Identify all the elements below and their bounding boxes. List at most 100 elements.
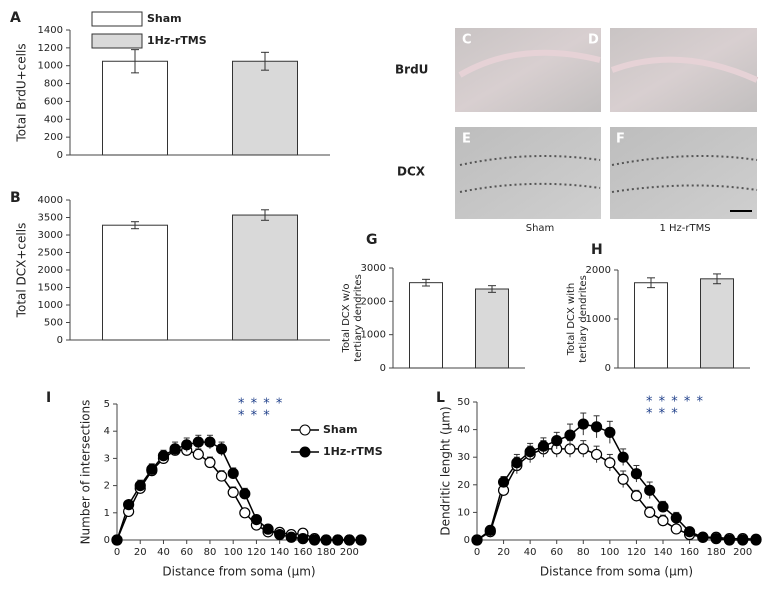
point (215, 470, 228, 482)
y-axis-label: Dendritic lenght (µm) (439, 406, 453, 535)
y-axis-label: tertiary dendrites (578, 275, 589, 363)
x-axis-label: Distance from soma (µm) (540, 565, 693, 579)
x-axis-label: Distance from soma (µm) (162, 565, 315, 579)
legend-swatch (91, 33, 143, 49)
legend-label: 1Hz-rTMS (323, 445, 383, 458)
point (617, 451, 629, 463)
x-tick-label: 80 (577, 547, 590, 558)
y-tick-label: 500 (44, 318, 63, 329)
y-tick-label: 1000 (361, 330, 386, 341)
point (192, 448, 204, 460)
cell-layer (611, 184, 758, 193)
y-tick-label: 5 (104, 399, 110, 410)
bar (102, 224, 168, 341)
significance: * * * * * (646, 395, 704, 410)
y-tick-label: 0 (605, 363, 611, 374)
point (577, 443, 589, 455)
y-tick-label: 0 (57, 335, 63, 346)
caption: Sham (526, 223, 555, 234)
y-tick-label: 800 (44, 79, 63, 90)
tissue-band (458, 49, 601, 78)
y-tick-label: 3 (104, 453, 110, 464)
panel-label: C (462, 33, 472, 48)
legend-marker (299, 424, 311, 436)
y-tick-label: 400 (44, 114, 63, 125)
panel-label: G (366, 232, 378, 248)
y-tick-label: 10 (457, 507, 470, 518)
bar (475, 288, 509, 369)
y-axis-label: Total DCX w/o (341, 284, 352, 354)
legend-label: 1Hz-rTMS (147, 34, 207, 47)
point (250, 513, 263, 526)
point (343, 534, 355, 546)
series-line (476, 423, 756, 541)
bar (232, 60, 298, 156)
y-tick-label: 600 (44, 96, 63, 107)
x-tick-label: 0 (114, 547, 120, 558)
point (697, 531, 709, 543)
x-tick-label: 100 (600, 547, 619, 558)
point (239, 488, 251, 500)
x-tick-label: 60 (550, 547, 563, 558)
y-tick-label: 1400 (38, 25, 63, 36)
point (332, 534, 344, 546)
point (670, 512, 682, 524)
point (604, 457, 616, 469)
panel-label: B (10, 190, 21, 206)
row-label: BrdU (395, 63, 428, 77)
micrograph (455, 127, 601, 219)
series-line (116, 441, 361, 541)
point (630, 468, 643, 480)
caption: 1 Hz-rTMS (659, 223, 710, 234)
y-tick-label: 40 (457, 425, 470, 436)
point (169, 443, 181, 455)
panel-label: A (10, 10, 21, 26)
point (192, 436, 204, 448)
panel-label: L (436, 390, 445, 406)
legend-label: Sham (323, 423, 358, 436)
point (239, 507, 251, 519)
point (590, 448, 603, 461)
point (157, 450, 170, 462)
point (657, 515, 669, 527)
y-tick-label: 20 (457, 480, 470, 491)
x-tick-label: 180 (707, 547, 726, 558)
point (134, 480, 146, 492)
y-tick-label: 2 (104, 481, 110, 492)
point (227, 467, 239, 479)
panel-label: F (616, 132, 625, 147)
point (524, 446, 536, 458)
bar (634, 282, 668, 369)
x-tick-label: 200 (733, 547, 752, 558)
point (204, 456, 216, 469)
point (657, 501, 669, 513)
y-tick-label: 1200 (38, 43, 63, 54)
point (215, 443, 228, 455)
y-axis-label: Total DCX with (566, 283, 577, 356)
point (710, 533, 722, 545)
point (723, 534, 736, 546)
point (737, 534, 749, 546)
y-tick-label: 1000 (586, 314, 611, 325)
bar (409, 282, 443, 369)
y-axis-label: Total BrdU+cells (15, 43, 29, 142)
point (285, 531, 297, 543)
panel-label: H (591, 242, 603, 258)
y-tick-label: 2000 (38, 265, 63, 276)
cell-layer (611, 155, 758, 166)
point (297, 533, 309, 545)
point (750, 534, 762, 546)
point (630, 490, 643, 502)
significance: * * * * (238, 397, 283, 412)
x-tick-label: 120 (247, 547, 266, 558)
bar (700, 278, 734, 369)
y-tick-label: 0 (104, 535, 110, 546)
point (604, 426, 616, 438)
x-tick-label: 120 (627, 547, 646, 558)
y-axis-label: Number of intersections (79, 400, 93, 545)
x-tick-label: 160 (680, 547, 699, 558)
x-tick-label: 20 (497, 547, 510, 558)
point (670, 523, 682, 535)
x-tick-label: 140 (270, 547, 289, 558)
